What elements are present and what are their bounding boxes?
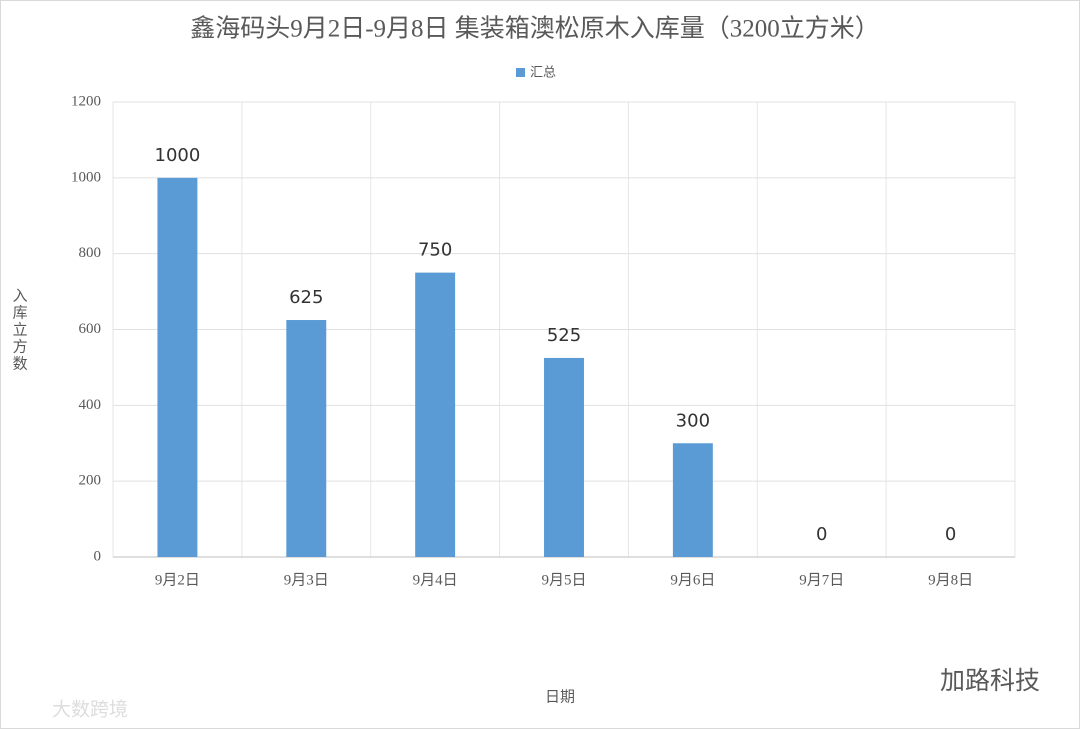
x-axis-title: 日期: [545, 688, 575, 705]
bar: [157, 177, 198, 558]
data-label: 300: [676, 410, 710, 431]
y-tick-label: 800: [79, 245, 102, 261]
data-label: 1000: [155, 145, 201, 166]
x-tick-label: 9月3日: [284, 572, 329, 588]
y-axis-title: 入库立方数: [11, 288, 28, 373]
bar: [544, 357, 584, 557]
y-tick-label: 400: [79, 397, 102, 413]
data-label: 625: [289, 287, 323, 308]
bar: [415, 272, 456, 557]
y-tick-label: 200: [79, 473, 102, 489]
bar: [286, 320, 327, 557]
x-tick-label: 9月4日: [413, 572, 458, 588]
x-tick-label: 9月5日: [541, 572, 586, 588]
y-tick-label: 600: [79, 321, 102, 337]
watermark: 大数跨境: [52, 699, 128, 721]
data-label: 525: [547, 325, 581, 346]
data-label: 750: [418, 240, 452, 261]
y-tick-label: 1000: [71, 169, 101, 185]
watermark: 加路科技: [940, 666, 1040, 695]
x-tick-label: 9月2日: [155, 572, 200, 588]
legend-label: 汇总: [530, 66, 556, 81]
legend-swatch: [516, 68, 525, 77]
x-tick-label: 9月6日: [670, 572, 715, 588]
y-tick-label: 1200: [71, 93, 101, 109]
x-tick-label: 9月8日: [928, 572, 973, 588]
x-tick-label: 9月7日: [799, 572, 844, 588]
bar: [672, 443, 713, 557]
y-tick-label: 0: [94, 548, 102, 564]
chart-title: 鑫海码头9月2日-9月8日 集装箱澳松原木入库量（3200立方米）: [190, 15, 880, 43]
data-label: 0: [816, 524, 827, 545]
data-label: 0: [945, 524, 956, 545]
